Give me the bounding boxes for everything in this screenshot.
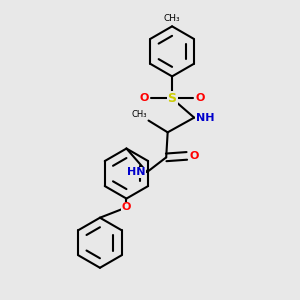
Text: CH₃: CH₃ [164, 14, 180, 23]
Text: O: O [122, 202, 131, 212]
Text: NH: NH [196, 112, 214, 123]
Text: O: O [195, 94, 204, 103]
Text: HN: HN [127, 167, 146, 177]
Text: S: S [168, 92, 177, 105]
Text: O: O [189, 151, 199, 161]
Text: CH₃: CH₃ [132, 110, 147, 119]
Text: O: O [140, 94, 149, 103]
